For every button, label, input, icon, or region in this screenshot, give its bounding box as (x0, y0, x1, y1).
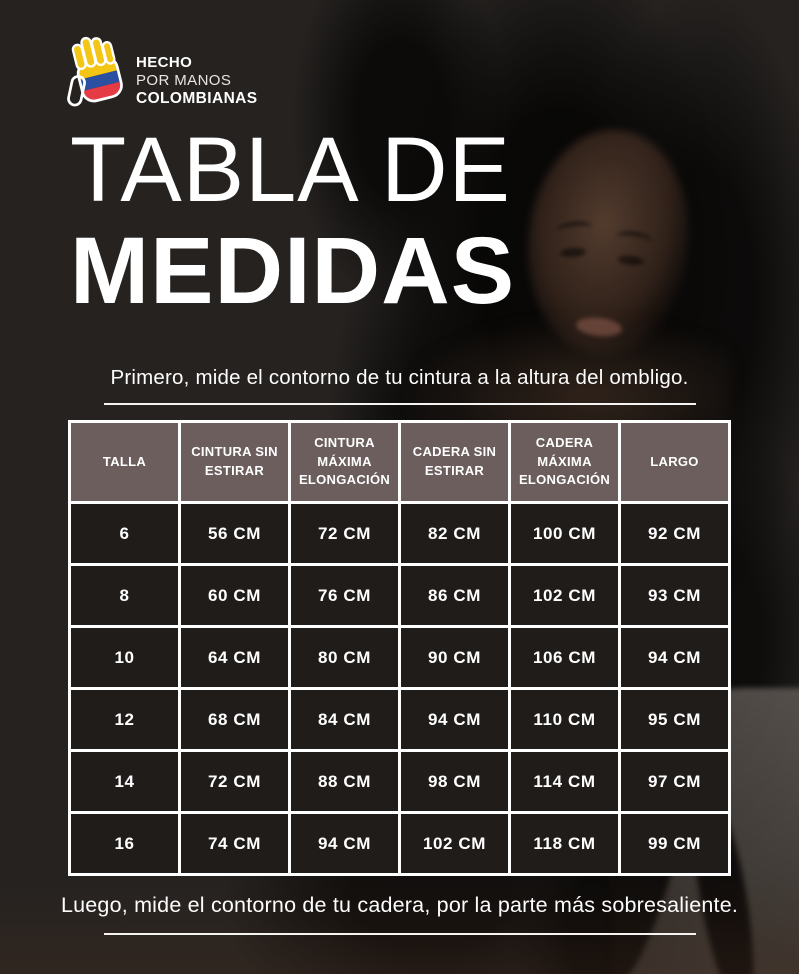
measurement-cell: 68 CM (178, 687, 291, 752)
measurement-cell: 106 CM (508, 625, 621, 690)
brand-logo-text: HECHO POR MANOS COLOMBIANAS (136, 40, 258, 108)
measurement-cell: 88 CM (288, 749, 401, 814)
header-cadera-maxima-elongacion: CADERA MÁXIMA ELONGACIÓN (508, 420, 621, 504)
instruction-hip: Luego, mide el contorno de tu cadera, po… (60, 893, 739, 917)
size-row-6: 6 56 CM 72 CM 82 CM 100 CM 92 CM (68, 501, 731, 566)
measurement-cell: 118 CM (508, 811, 621, 876)
size-table-body: 6 56 CM 72 CM 82 CM 100 CM 92 CM 8 60 CM… (68, 501, 731, 876)
instruction-waist: Primero, mide el contorno de tu cintura … (110, 366, 689, 389)
size-table-header: TALLA CINTURA SIN ESTIRAR CINTURA MÁXIMA… (68, 420, 731, 504)
size-table: TALLA CINTURA SIN ESTIRAR CINTURA MÁXIMA… (68, 420, 731, 876)
size-row-10: 10 64 CM 80 CM 90 CM 106 CM 94 CM (68, 625, 731, 690)
measurement-cell: 94 CM (618, 625, 731, 690)
size-cell: 10 (68, 625, 181, 690)
measurement-cell: 94 CM (288, 811, 401, 876)
header-talla: TALLA (68, 420, 181, 504)
divider-line (104, 933, 696, 935)
size-cell: 12 (68, 687, 181, 752)
measurement-cell: 114 CM (508, 749, 621, 814)
brand-logo-line: POR MANOS (136, 71, 232, 89)
measurement-cell: 102 CM (398, 811, 511, 876)
measurement-cell: 72 CM (288, 501, 401, 566)
size-row-14: 14 72 CM 88 CM 98 CM 114 CM 97 CM (68, 749, 731, 814)
measurement-cell: 90 CM (398, 625, 511, 690)
size-cell: 16 (68, 811, 181, 876)
divider-line (104, 403, 696, 405)
measurement-cell: 86 CM (398, 563, 511, 628)
measurement-cell: 110 CM (508, 687, 621, 752)
colombian-hand-logo-icon (67, 36, 124, 107)
page-title-line1: TABLA DE (70, 119, 511, 221)
size-cell: 6 (68, 501, 181, 566)
measurement-cell: 92 CM (618, 501, 731, 566)
brand-logo-line: COLOMBIANAS (136, 89, 258, 107)
page-title: TABLA DE MEDIDAS (70, 124, 515, 319)
measurement-cell: 98 CM (398, 749, 511, 814)
measurement-cell: 80 CM (288, 625, 401, 690)
brand-logo: HECHO POR MANOS COLOMBIANAS (66, 34, 258, 114)
measurement-cell: 100 CM (508, 501, 621, 566)
measurement-cell: 56 CM (178, 501, 291, 566)
measurement-cell: 64 CM (178, 625, 291, 690)
brand-logo-line: HECHO (136, 54, 193, 72)
header-row: TALLA CINTURA SIN ESTIRAR CINTURA MÁXIMA… (68, 420, 731, 504)
size-cell: 8 (68, 563, 181, 628)
measurement-cell: 82 CM (398, 501, 511, 566)
header-cintura-maxima-elongacion: CINTURA MÁXIMA ELONGACIÓN (288, 420, 401, 504)
size-cell: 14 (68, 749, 181, 814)
header-cintura-sin-estirar: CINTURA SIN ESTIRAR (178, 420, 291, 504)
measurement-cell: 74 CM (178, 811, 291, 876)
size-row-8: 8 60 CM 76 CM 86 CM 102 CM 93 CM (68, 563, 731, 628)
size-row-12: 12 68 CM 84 CM 94 CM 110 CM 95 CM (68, 687, 731, 752)
measurement-cell: 60 CM (178, 563, 291, 628)
measurement-cell: 99 CM (618, 811, 731, 876)
measurement-cell: 95 CM (618, 687, 731, 752)
measurement-cell: 97 CM (618, 749, 731, 814)
header-largo: LARGO (618, 420, 731, 504)
background-warm-tint (0, 874, 799, 974)
measurement-cell: 76 CM (288, 563, 401, 628)
size-row-16: 16 74 CM 94 CM 102 CM 118 CM 99 CM (68, 811, 731, 876)
header-cadera-sin-estirar: CADERA SIN ESTIRAR (398, 420, 511, 504)
measurement-cell: 94 CM (398, 687, 511, 752)
measurement-cell: 102 CM (508, 563, 621, 628)
measurement-cell: 84 CM (288, 687, 401, 752)
page-title-line2: MEDIDAS (70, 218, 516, 324)
measurement-cell: 93 CM (618, 563, 731, 628)
measurement-cell: 72 CM (178, 749, 291, 814)
